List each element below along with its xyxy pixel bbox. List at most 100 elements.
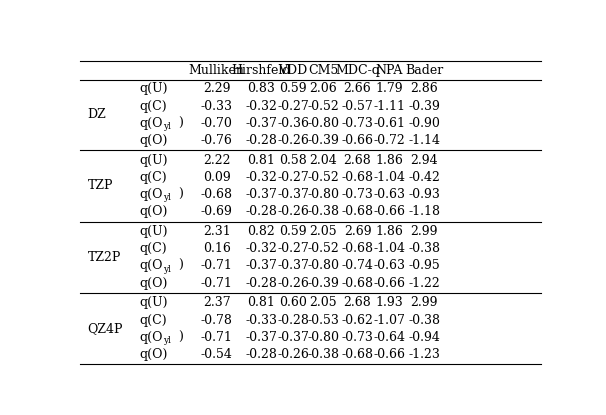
Text: -0.54: -0.54: [201, 348, 233, 361]
Text: -0.68: -0.68: [342, 171, 373, 184]
Text: -1.04: -1.04: [373, 242, 405, 255]
Text: -0.37: -0.37: [245, 117, 277, 130]
Text: -0.95: -0.95: [408, 259, 440, 272]
Text: -0.32: -0.32: [245, 100, 277, 112]
Text: VDD: VDD: [279, 64, 308, 77]
Text: q(O): q(O): [139, 277, 167, 290]
Text: -0.57: -0.57: [342, 100, 373, 112]
Text: 2.94: 2.94: [410, 154, 438, 166]
Text: -0.39: -0.39: [307, 134, 339, 147]
Text: 1.93: 1.93: [376, 296, 404, 309]
Text: 2.06: 2.06: [310, 82, 337, 95]
Text: -0.68: -0.68: [342, 205, 373, 218]
Text: -0.32: -0.32: [245, 171, 277, 184]
Text: q(O): q(O): [139, 134, 167, 147]
Text: q(O: q(O: [139, 188, 162, 201]
Text: -0.42: -0.42: [408, 171, 440, 184]
Text: 2.69: 2.69: [344, 225, 371, 238]
Text: ): ): [178, 331, 182, 344]
Text: -0.37: -0.37: [278, 188, 309, 201]
Text: -0.27: -0.27: [278, 171, 309, 184]
Text: yl: yl: [162, 336, 170, 345]
Text: -0.71: -0.71: [201, 331, 233, 344]
Text: -0.26: -0.26: [278, 205, 309, 218]
Text: -0.61: -0.61: [373, 117, 405, 130]
Text: -0.90: -0.90: [408, 117, 440, 130]
Text: -0.28: -0.28: [245, 348, 277, 361]
Text: q(U): q(U): [139, 225, 168, 238]
Text: 2.05: 2.05: [310, 225, 337, 238]
Text: q(C): q(C): [139, 313, 167, 327]
Text: -0.32: -0.32: [245, 242, 277, 255]
Text: -1.07: -1.07: [373, 313, 405, 327]
Text: -0.36: -0.36: [277, 117, 309, 130]
Text: q(O: q(O: [139, 331, 162, 344]
Text: QZ4P: QZ4P: [87, 322, 123, 335]
Text: Hirshfeld: Hirshfeld: [231, 64, 291, 77]
Text: -0.78: -0.78: [201, 313, 233, 327]
Text: q(U): q(U): [139, 154, 168, 166]
Text: q(O: q(O: [139, 259, 162, 272]
Text: -1.14: -1.14: [408, 134, 440, 147]
Text: Bader: Bader: [405, 64, 444, 77]
Text: 0.59: 0.59: [279, 225, 307, 238]
Text: 0.82: 0.82: [247, 225, 275, 238]
Text: 2.04: 2.04: [310, 154, 337, 166]
Text: 2.31: 2.31: [203, 225, 230, 238]
Text: 0.83: 0.83: [247, 82, 275, 95]
Text: -0.62: -0.62: [342, 313, 373, 327]
Text: yl: yl: [162, 193, 170, 203]
Text: 2.66: 2.66: [344, 82, 371, 95]
Text: q(C): q(C): [139, 242, 167, 255]
Text: 1.86: 1.86: [376, 225, 404, 238]
Text: -0.37: -0.37: [245, 331, 277, 344]
Text: 0.58: 0.58: [279, 154, 307, 166]
Text: -0.27: -0.27: [278, 242, 309, 255]
Text: -0.63: -0.63: [373, 259, 405, 272]
Text: -0.66: -0.66: [373, 205, 405, 218]
Text: -1.18: -1.18: [408, 205, 440, 218]
Text: 2.22: 2.22: [203, 154, 230, 166]
Text: -0.80: -0.80: [307, 331, 339, 344]
Text: NPA: NPA: [376, 64, 403, 77]
Text: -0.66: -0.66: [342, 134, 373, 147]
Text: -0.68: -0.68: [342, 242, 373, 255]
Text: -0.64: -0.64: [373, 331, 405, 344]
Text: 0.81: 0.81: [247, 154, 275, 166]
Text: -0.71: -0.71: [201, 259, 233, 272]
Text: 2.99: 2.99: [410, 225, 438, 238]
Text: -0.73: -0.73: [342, 117, 373, 130]
Text: -0.66: -0.66: [373, 348, 405, 361]
Text: q(U): q(U): [139, 296, 168, 309]
Text: -0.52: -0.52: [307, 100, 339, 112]
Text: Mulliken: Mulliken: [188, 64, 245, 77]
Text: 2.68: 2.68: [344, 154, 371, 166]
Text: -1.23: -1.23: [408, 348, 440, 361]
Text: yl: yl: [162, 265, 170, 273]
Text: 1.86: 1.86: [376, 154, 404, 166]
Text: -0.68: -0.68: [342, 348, 373, 361]
Text: 2.86: 2.86: [410, 82, 438, 95]
Text: -0.38: -0.38: [307, 348, 339, 361]
Text: -0.38: -0.38: [408, 242, 440, 255]
Text: q(C): q(C): [139, 171, 167, 184]
Text: -0.68: -0.68: [342, 277, 373, 290]
Text: -0.28: -0.28: [278, 313, 309, 327]
Text: DZ: DZ: [87, 108, 106, 121]
Text: q(U): q(U): [139, 82, 168, 95]
Text: -1.22: -1.22: [408, 277, 440, 290]
Text: -0.37: -0.37: [245, 259, 277, 272]
Text: 2.99: 2.99: [410, 296, 438, 309]
Text: -0.26: -0.26: [278, 277, 309, 290]
Text: q(O): q(O): [139, 348, 167, 361]
Text: -0.93: -0.93: [408, 188, 440, 201]
Text: -0.74: -0.74: [342, 259, 373, 272]
Text: -0.26: -0.26: [278, 348, 309, 361]
Text: -0.80: -0.80: [307, 117, 339, 130]
Text: -0.28: -0.28: [245, 134, 277, 147]
Text: -0.28: -0.28: [245, 277, 277, 290]
Text: q(C): q(C): [139, 100, 167, 112]
Text: yl: yl: [162, 122, 170, 131]
Text: -0.38: -0.38: [408, 313, 440, 327]
Text: q(O): q(O): [139, 205, 167, 218]
